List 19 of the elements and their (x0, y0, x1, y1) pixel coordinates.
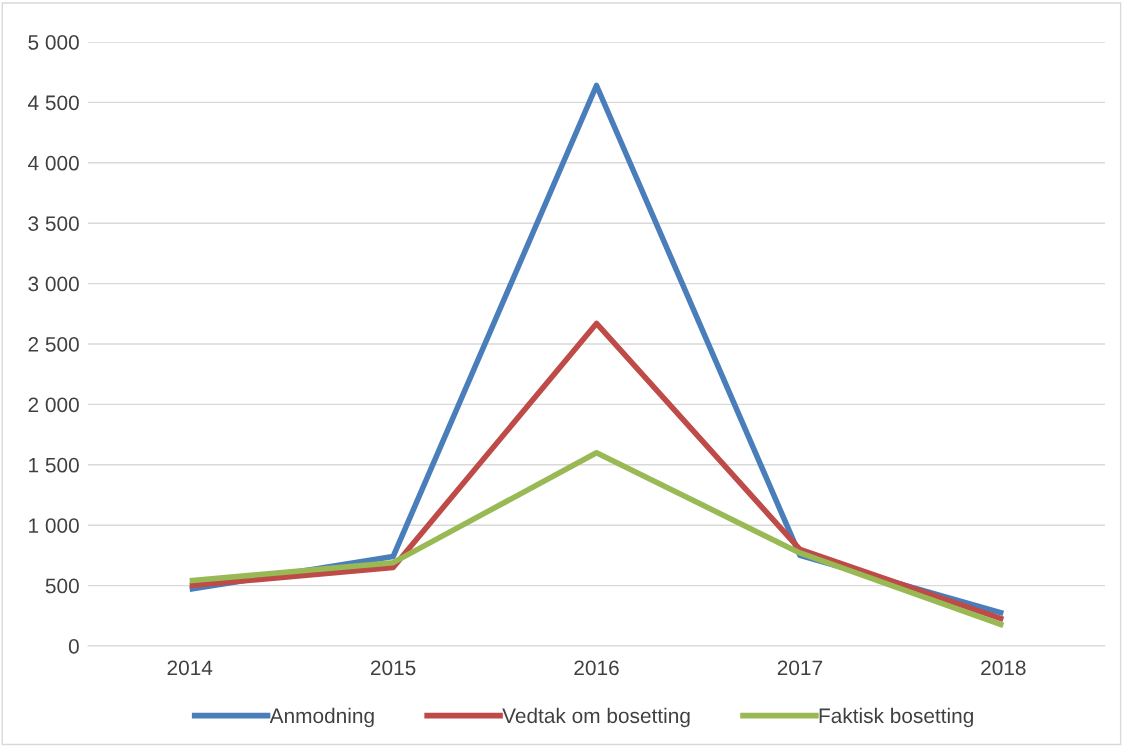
y-tick-label: 3 000 (28, 276, 79, 292)
x-tick-label: 2018 (981, 660, 1026, 676)
y-tick-label: 4 500 (28, 95, 79, 111)
y-tick-label: 0 (68, 639, 79, 654)
legend-label: Anmodning (269, 707, 374, 728)
y-tick-label: 2 500 (28, 337, 79, 352)
y-tick-label: 1 000 (29, 518, 79, 533)
legend-label: Faktisk bosetting (819, 707, 973, 728)
x-tick-label: 2017 (777, 660, 823, 676)
y-tick-label: 1 500 (29, 457, 79, 473)
legend-label: Vedtak om bosetting (502, 707, 690, 728)
y-tick-label: 500 (45, 578, 79, 594)
x-tick-label: 2016 (574, 660, 619, 676)
x-tick-label: 2015 (370, 660, 416, 676)
y-tick-label: 4 000 (28, 155, 79, 171)
y-tick-label: 2 000 (28, 397, 79, 413)
y-tick-label: 3 500 (28, 216, 79, 231)
x-tick-label: 2014 (167, 660, 213, 676)
y-tick-label: 5 000 (28, 35, 79, 50)
